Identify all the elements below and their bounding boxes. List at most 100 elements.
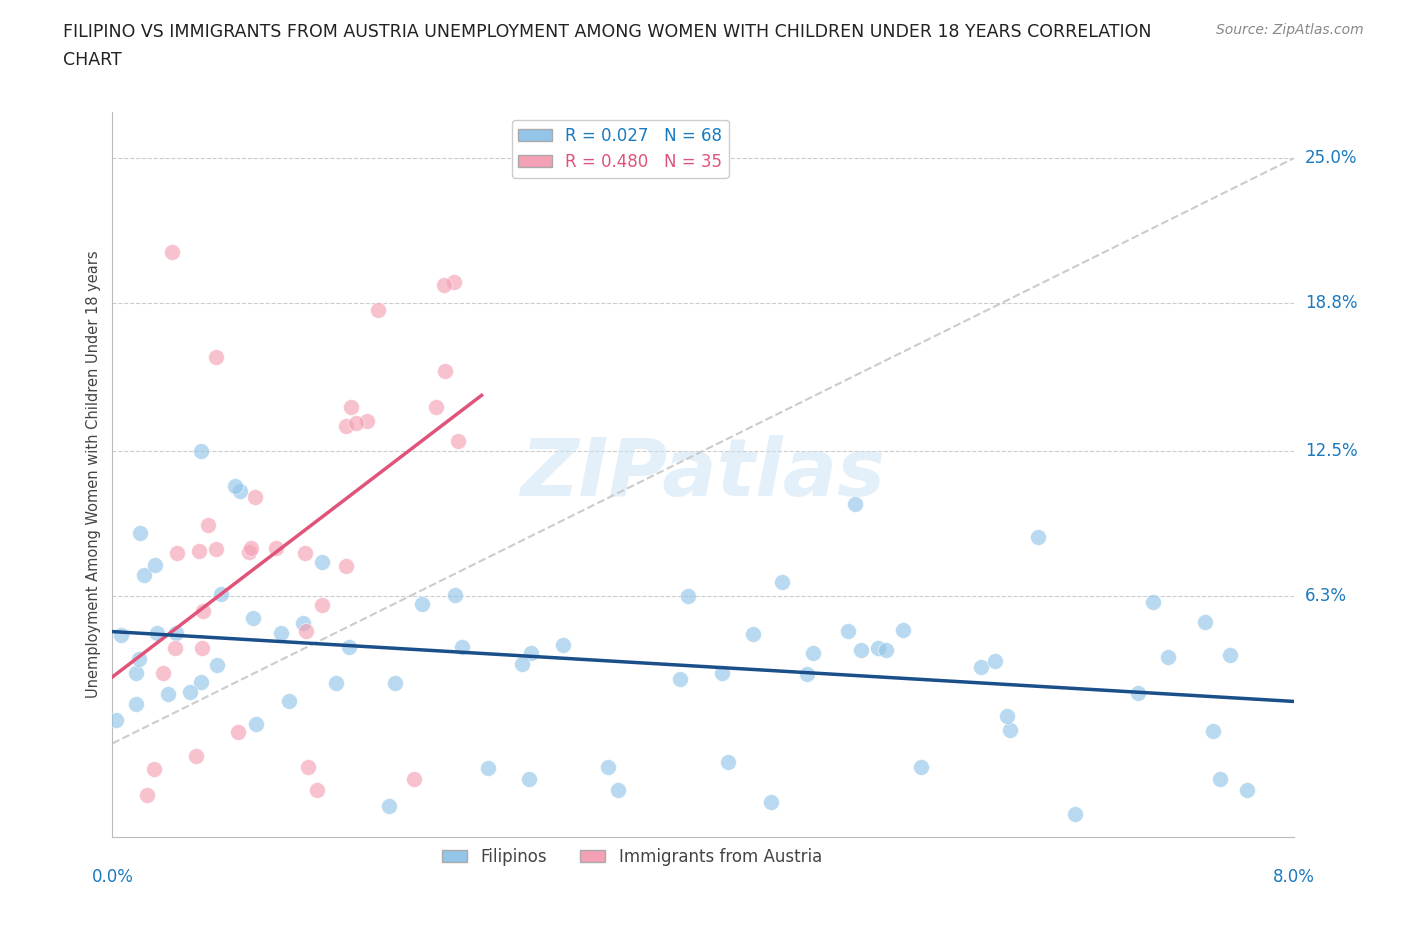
- Point: [1142, 594, 1164, 609]
- Point: [875, 643, 897, 658]
- Point: [335, 558, 357, 573]
- Point: [801, 645, 824, 660]
- Point: [367, 303, 389, 318]
- Point: [264, 540, 287, 555]
- Point: [1209, 771, 1232, 786]
- Point: [132, 568, 155, 583]
- Point: [197, 517, 219, 532]
- Point: [997, 708, 1019, 723]
- Point: [270, 625, 292, 640]
- Point: [135, 788, 157, 803]
- Point: [240, 541, 263, 556]
- Point: [205, 658, 228, 672]
- Point: [124, 697, 146, 711]
- Point: [443, 275, 465, 290]
- Point: [891, 623, 914, 638]
- Point: [163, 641, 186, 656]
- Point: [770, 575, 793, 590]
- Point: [1028, 529, 1050, 544]
- Point: [741, 627, 763, 642]
- Point: [179, 684, 201, 699]
- Point: [384, 676, 406, 691]
- Point: [228, 724, 250, 739]
- Point: [245, 716, 267, 731]
- Point: [337, 640, 360, 655]
- Point: [866, 641, 889, 656]
- Point: [277, 693, 299, 708]
- Point: [451, 639, 474, 654]
- Point: [404, 771, 426, 786]
- Point: [844, 497, 866, 512]
- Point: [447, 433, 470, 448]
- Point: [1202, 724, 1225, 738]
- Point: [184, 749, 207, 764]
- Point: [378, 798, 401, 813]
- Point: [711, 665, 734, 680]
- Point: [311, 554, 333, 569]
- Point: [512, 657, 534, 671]
- Point: [339, 400, 361, 415]
- Point: [292, 616, 315, 631]
- Point: [796, 666, 818, 681]
- Point: [205, 350, 228, 365]
- Point: [607, 783, 630, 798]
- Text: Source: ZipAtlas.com: Source: ZipAtlas.com: [1216, 23, 1364, 37]
- Point: [238, 545, 260, 560]
- Point: [166, 546, 188, 561]
- Point: [520, 646, 543, 661]
- Legend: Filipinos, Immigrants from Austria: Filipinos, Immigrants from Austria: [436, 841, 828, 872]
- Point: [1236, 783, 1258, 798]
- Text: CHART: CHART: [63, 51, 122, 69]
- Point: [837, 624, 859, 639]
- Point: [669, 671, 692, 686]
- Point: [160, 245, 183, 259]
- Point: [152, 666, 174, 681]
- Point: [411, 597, 433, 612]
- Point: [190, 640, 212, 655]
- Point: [191, 604, 214, 618]
- Point: [229, 484, 252, 498]
- Point: [1063, 806, 1085, 821]
- Point: [297, 760, 319, 775]
- Point: [553, 638, 575, 653]
- Point: [444, 588, 467, 603]
- Point: [761, 794, 783, 809]
- Y-axis label: Unemployment Among Women with Children Under 18 years: Unemployment Among Women with Children U…: [86, 250, 101, 698]
- Text: 18.8%: 18.8%: [1305, 295, 1357, 312]
- Point: [717, 754, 740, 769]
- Text: ZIPatlas: ZIPatlas: [520, 435, 886, 513]
- Point: [1219, 647, 1241, 662]
- Text: 25.0%: 25.0%: [1305, 150, 1357, 167]
- Point: [517, 771, 540, 786]
- Point: [1157, 650, 1180, 665]
- Point: [849, 643, 872, 658]
- Point: [242, 610, 264, 625]
- Text: 6.3%: 6.3%: [1305, 587, 1347, 605]
- Point: [110, 628, 132, 643]
- Point: [356, 413, 378, 428]
- Point: [104, 712, 127, 727]
- Point: [477, 761, 499, 776]
- Point: [1126, 685, 1149, 700]
- Point: [146, 626, 169, 641]
- Text: 0.0%: 0.0%: [91, 868, 134, 885]
- Point: [344, 416, 367, 431]
- Point: [307, 783, 329, 798]
- Point: [187, 543, 209, 558]
- Point: [245, 489, 267, 504]
- Point: [145, 557, 167, 572]
- Point: [205, 542, 228, 557]
- Point: [124, 665, 146, 680]
- Text: 12.5%: 12.5%: [1305, 442, 1357, 460]
- Point: [311, 597, 333, 612]
- Point: [209, 586, 232, 601]
- Point: [1194, 615, 1216, 630]
- Point: [970, 659, 993, 674]
- Point: [224, 479, 246, 494]
- Point: [190, 674, 212, 689]
- Text: FILIPINO VS IMMIGRANTS FROM AUSTRIA UNEMPLOYMENT AMONG WOMEN WITH CHILDREN UNDER: FILIPINO VS IMMIGRANTS FROM AUSTRIA UNEM…: [63, 23, 1152, 41]
- Point: [143, 762, 166, 777]
- Point: [433, 364, 456, 379]
- Point: [128, 651, 150, 666]
- Point: [294, 624, 316, 639]
